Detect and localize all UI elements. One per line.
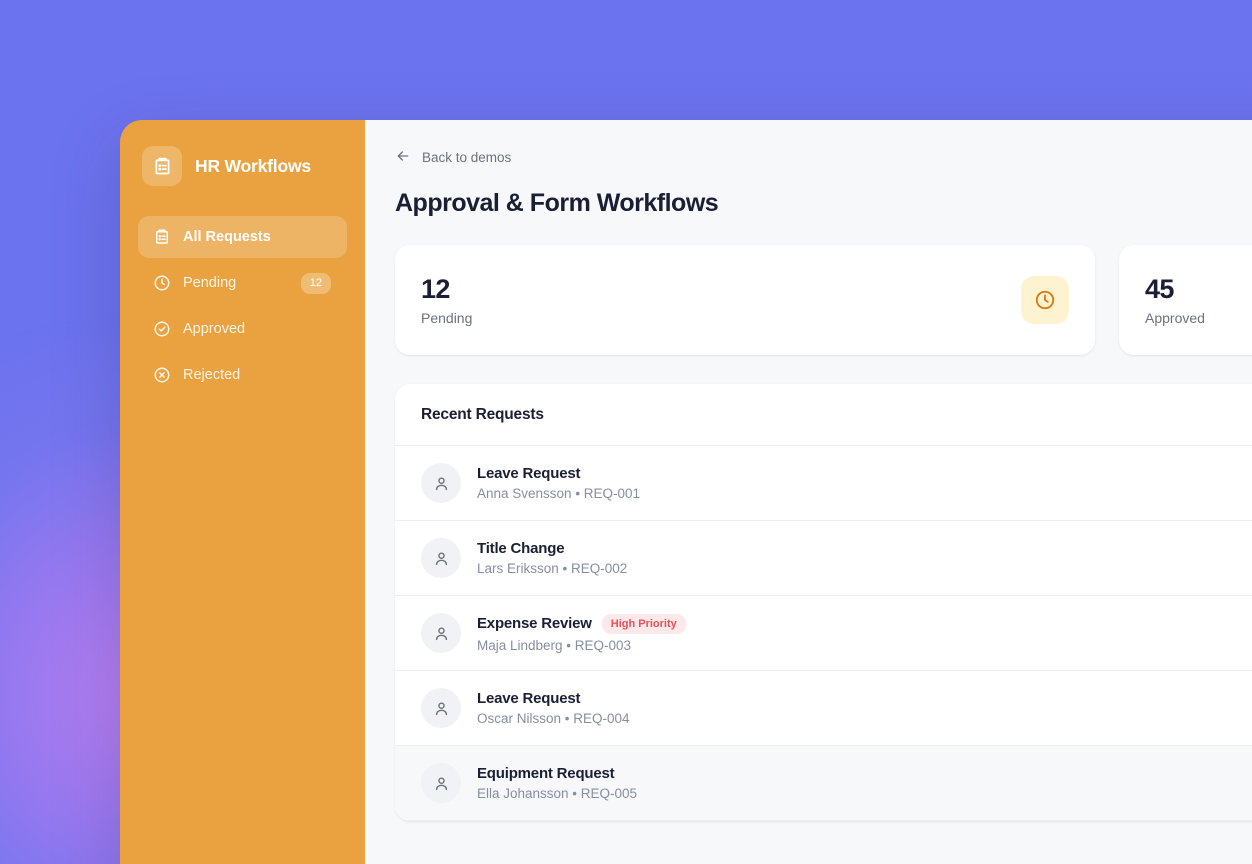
x-circle-icon: [152, 366, 171, 385]
table-row[interactable]: Leave Request Oscar Nilsson • REQ-004: [395, 671, 1252, 746]
stat-value: 12: [421, 273, 450, 304]
request-text: Title Change Lars Eriksson • REQ-002: [477, 540, 627, 576]
back-to-demos-link[interactable]: Back to demos: [395, 148, 511, 167]
arrow-left-icon: [395, 148, 411, 167]
request-meta: Maja Lindberg • REQ-003: [477, 637, 632, 653]
sidebar-item-pending[interactable]: Pending 12: [138, 262, 347, 304]
sidebar-item-label: Rejected: [183, 367, 241, 383]
stat-text: 45 Approved: [1145, 274, 1205, 326]
stat-label: Pending: [421, 310, 473, 327]
request-title: Leave Request: [477, 465, 581, 482]
request-text: Leave Request Anna Svensson • REQ-001: [477, 465, 640, 501]
avatar: [421, 763, 461, 803]
table-row[interactable]: Expense Review High Priority Maja Lindbe…: [395, 596, 1252, 671]
sidebar-item-label: Approved: [183, 321, 246, 337]
sidebar-item-rejected[interactable]: Rejected: [138, 354, 347, 396]
stat-text: 12 Pending: [421, 274, 472, 326]
request-text: Expense Review High Priority Maja Lindbe…: [477, 613, 686, 653]
stat-value: 45: [1145, 273, 1174, 304]
stat-card-pending[interactable]: 12 Pending: [395, 245, 1095, 355]
request-title-line: Title Change: [477, 540, 627, 557]
request-title-line: Expense Review High Priority: [477, 613, 686, 634]
avatar: [421, 613, 461, 653]
request-title-line: Leave Request: [477, 465, 640, 482]
avatar: [421, 538, 461, 578]
request-title: Title Change: [477, 540, 565, 557]
request-title-line: Leave Request: [477, 690, 630, 707]
avatar: [421, 688, 461, 728]
clock-icon: [152, 274, 171, 293]
back-link-label: Back to demos: [422, 150, 512, 165]
request-meta: Ella Johansson • REQ-005: [477, 786, 638, 801]
table-row[interactable]: Equipment Request Ella Johansson • REQ-0…: [395, 746, 1252, 821]
request-meta: Oscar Nilsson • REQ-004: [477, 711, 630, 726]
request-title-line: Equipment Request: [477, 765, 637, 782]
main-content: Back to demos Approval & Form Workflows …: [365, 120, 1252, 864]
clipboard-list-icon: [142, 146, 182, 186]
request-meta: Lars Eriksson • REQ-002: [477, 561, 628, 576]
sidebar-item-label: Pending: [183, 275, 237, 291]
request-text: Leave Request Oscar Nilsson • REQ-004: [477, 690, 630, 726]
table-row[interactable]: Leave Request Anna Svensson • REQ-001: [395, 446, 1252, 521]
status-badge: High Priority: [601, 613, 686, 634]
app-window: HR Workflows All Requests: [120, 120, 1252, 864]
recent-requests-card: Recent Requests Leave Request Anna Svens…: [395, 384, 1252, 821]
sidebar-item-all-requests[interactable]: All Requests: [138, 216, 347, 258]
table-row[interactable]: Title Change Lars Eriksson • REQ-002: [395, 521, 1252, 596]
sidebar-item-label: All Requests: [183, 229, 271, 245]
stat-cards: 12 Pending 45 Approved: [395, 245, 1252, 355]
clipboard-list-icon: [152, 228, 171, 247]
request-meta: Anna Svensson • REQ-001: [477, 486, 641, 501]
stat-card-approved[interactable]: 45 Approved: [1119, 245, 1252, 355]
request-title: Equipment Request: [477, 765, 615, 782]
pending-count-badge: 12: [300, 272, 331, 294]
brand-title: HR Workflows: [195, 155, 311, 176]
request-title: Leave Request: [477, 690, 581, 707]
avatar: [421, 463, 461, 503]
recent-requests-title: Recent Requests: [395, 384, 1252, 446]
brand: HR Workflows: [138, 144, 347, 186]
clock-icon: [1021, 276, 1069, 324]
request-text: Equipment Request Ella Johansson • REQ-0…: [477, 765, 637, 801]
page-title: Approval & Form Workflows: [395, 189, 719, 217]
stat-label: Approved: [1145, 310, 1205, 327]
sidebar: HR Workflows All Requests: [120, 120, 365, 864]
sidebar-nav: All Requests Pending 12: [138, 216, 347, 396]
check-circle-icon: [152, 320, 171, 339]
sidebar-item-approved[interactable]: Approved: [138, 308, 347, 350]
request-title: Expense Review: [477, 615, 592, 632]
